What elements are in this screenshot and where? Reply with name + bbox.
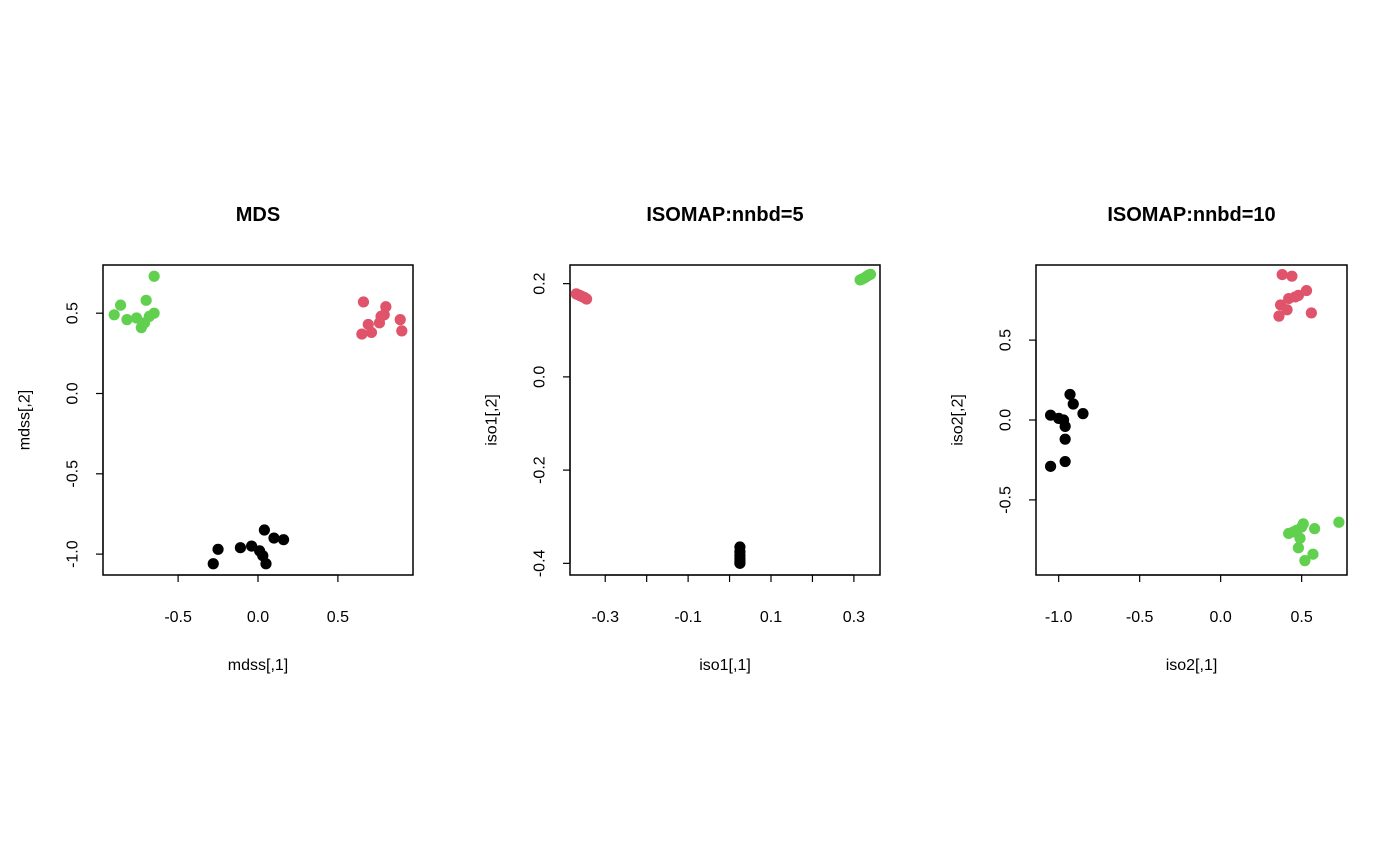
- data-point: [114, 299, 127, 311]
- data-point: [1305, 307, 1317, 319]
- data-point: [268, 532, 280, 544]
- data-point: [580, 293, 593, 305]
- series-2: [570, 288, 593, 305]
- data-point: [108, 309, 120, 321]
- x-tick-label: 0.5: [327, 609, 349, 626]
- data-point: [1059, 455, 1071, 468]
- y-tick-label: -1.0: [65, 540, 82, 568]
- data-point: [1273, 310, 1285, 322]
- y-tick-label: 0.2: [532, 272, 549, 294]
- data-point: [260, 558, 272, 570]
- data-point: [1299, 555, 1311, 567]
- series-1: [1044, 388, 1089, 472]
- data-point: [1059, 433, 1071, 445]
- y-tick-label: -0.5: [65, 460, 82, 488]
- data-point: [1333, 516, 1345, 528]
- y-tick-label: 0.0: [65, 382, 82, 404]
- series-2: [356, 296, 408, 340]
- data-point: [1292, 542, 1305, 554]
- y-axis-label: mdss[,2]: [17, 390, 34, 450]
- data-point: [121, 314, 133, 326]
- data-point: [1309, 523, 1321, 535]
- y-tick-label: -0.4: [532, 549, 549, 577]
- data-point: [394, 314, 406, 326]
- data-point: [207, 558, 219, 570]
- data-point: [1286, 270, 1298, 282]
- data-point: [1064, 388, 1076, 401]
- x-axis-label: iso1[,1]: [699, 657, 751, 674]
- x-axis-label: mdss[,1]: [228, 657, 288, 674]
- data-point: [148, 270, 160, 282]
- data-point: [212, 543, 224, 555]
- series-2: [1273, 268, 1317, 322]
- data-point: [1044, 460, 1057, 472]
- panel-title: MDS: [236, 204, 280, 226]
- scatter-panel-1: MDS -0.5 0.0 0.5 -1.0 -0.5 0.0 0.5 mdss[,1] mdss[…: [17, 204, 414, 674]
- y-tick-label: -0.2: [532, 456, 549, 484]
- scatter-panel-3: ISOMAP:nnbd=10 -1.0 -0.5 0.0 0.5 -0.5 0.0 0.5 is…: [950, 204, 1348, 674]
- data-point: [1059, 420, 1071, 432]
- panels: MDS -0.5 0.0 0.5 -1.0 -0.5 0.0 0.5 mdss[,1] mdss[…: [17, 204, 1348, 674]
- data-point: [864, 268, 877, 280]
- y-tick-label: 0.0: [998, 409, 1015, 431]
- data-point: [380, 301, 392, 313]
- x-tick-label: -0.1: [674, 609, 702, 626]
- series-3: [1283, 516, 1345, 567]
- x-tick-label: -1.0: [1045, 609, 1073, 626]
- data-point: [356, 328, 368, 340]
- data-point: [1307, 548, 1319, 560]
- data-point: [1067, 398, 1079, 410]
- x-tick-label: -0.5: [164, 609, 192, 626]
- x-axis-label: iso2[,1]: [1166, 657, 1218, 674]
- x-tick-label: 0.5: [1291, 609, 1313, 626]
- data-point: [396, 325, 408, 337]
- x-tick-label: 0.3: [843, 609, 865, 626]
- x-tick-label: 0.0: [247, 609, 269, 626]
- y-tick-label: 0.5: [998, 329, 1015, 351]
- data-point: [277, 534, 290, 546]
- series-3: [854, 268, 877, 286]
- data-point: [140, 294, 152, 306]
- series-3: [108, 270, 160, 334]
- panel-title: ISOMAP:nnbd=5: [646, 204, 803, 226]
- data-point: [1300, 284, 1313, 297]
- data-point: [734, 557, 746, 569]
- y-axis-label: iso2[,2]: [950, 394, 967, 446]
- data-point: [1294, 532, 1306, 544]
- y-axis-label: iso1[,2]: [484, 394, 501, 446]
- data-point: [148, 307, 160, 319]
- x-tick-label: -0.5: [1126, 609, 1154, 626]
- series-1: [207, 524, 290, 570]
- data-point: [258, 524, 270, 536]
- data-point: [365, 326, 378, 339]
- scatter-panel-2: ISOMAP:nnbd=5 -0.3 -0.1 0.1 0.3 -0.4 -0.2 0.0 0.…: [484, 204, 881, 674]
- x-tick-label: 0.0: [1210, 609, 1232, 626]
- panel-title: ISOMAP:nnbd=10: [1107, 204, 1275, 226]
- data-point: [234, 542, 247, 554]
- data-point: [1276, 268, 1288, 281]
- x-tick-label: -0.3: [591, 609, 619, 626]
- y-tick-label: -0.5: [998, 486, 1015, 514]
- data-point: [1281, 304, 1293, 316]
- data-point: [357, 296, 370, 308]
- data-point: [1297, 518, 1309, 530]
- x-tick-label: 0.1: [760, 609, 782, 626]
- y-tick-label: 0.5: [65, 302, 82, 324]
- y-tick-label: 0.0: [532, 366, 549, 388]
- series-1: [734, 541, 746, 569]
- data-point: [1077, 408, 1089, 420]
- data-point: [1292, 289, 1305, 301]
